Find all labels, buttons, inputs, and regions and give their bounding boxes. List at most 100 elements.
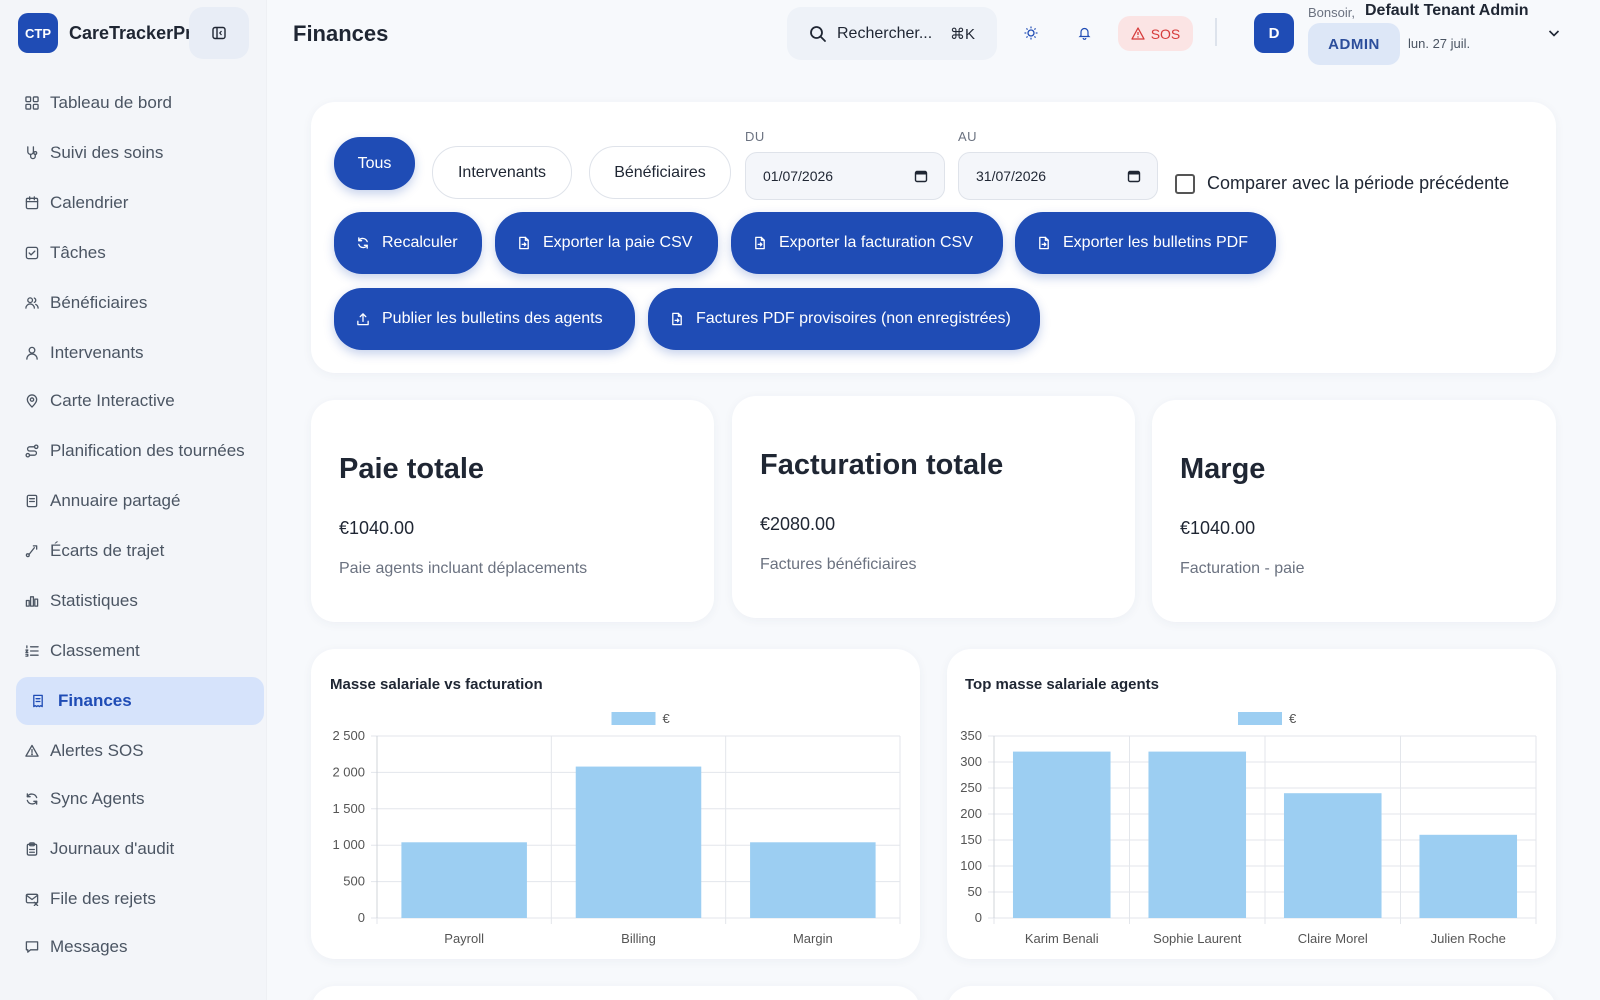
chart-card-payroll-billing: Masse salariale vs facturation €0 500 1 00… xyxy=(311,649,920,959)
sidebar-item-11[interactable]: Statistiques xyxy=(16,577,264,625)
sidebar-item-13[interactable]: Finances xyxy=(16,677,264,725)
sidebar-item-7[interactable]: Carte Interactive xyxy=(16,377,264,425)
y-tick-label: 500 xyxy=(343,874,365,889)
bar xyxy=(1012,751,1111,918)
sidebar-item-16[interactable]: Journaux d'audit xyxy=(16,825,264,873)
file-export-icon xyxy=(670,312,684,326)
sync-icon xyxy=(24,791,40,807)
alert-triangle-icon xyxy=(25,744,39,757)
grid-icon xyxy=(25,96,39,110)
kpi-subtitle: Paie agents incluant déplacements xyxy=(339,560,588,577)
kpi-title: Marge xyxy=(1180,453,1266,485)
sidebar-item-5[interactable]: Bénéficiaires xyxy=(16,279,264,327)
compare-checkbox[interactable] xyxy=(1175,173,1195,194)
list-ordered-icon xyxy=(25,645,39,657)
sidebar-item-label: Classement xyxy=(50,641,140,660)
sos-button[interactable]: SOS xyxy=(1118,16,1193,51)
legend-swatch xyxy=(611,712,656,725)
brand[interactable]: CTP CareTrackerPro xyxy=(18,13,191,53)
sidebar-item-15[interactable]: Sync Agents xyxy=(16,775,264,823)
kpi-value: €1040.00 xyxy=(339,518,415,538)
avatar[interactable]: D xyxy=(1254,13,1294,53)
tab-beneficiaires[interactable]: Bénéficiaires xyxy=(589,146,731,199)
sidebar-item-9[interactable]: Annuaire partagé xyxy=(16,477,264,525)
sidebar-toggle-icon xyxy=(212,26,226,40)
bar-chart-top-agents: €0 50 100 150 200 250 300 350 Karim Benali Sophie… xyxy=(960,711,1537,946)
checklist-icon xyxy=(24,245,40,261)
chart-title: Masse salariale vs facturation xyxy=(330,676,543,693)
legend-label: € xyxy=(663,711,671,726)
search-icon xyxy=(810,25,826,42)
search-input[interactable]: Rechercher... ⌘K xyxy=(787,7,997,60)
file-export-icon xyxy=(755,236,765,250)
message-icon xyxy=(25,941,39,953)
receipt-icon xyxy=(33,694,43,708)
bar xyxy=(575,766,702,918)
sos-label: SOS xyxy=(1150,25,1181,42)
tab-tous[interactable]: Tous xyxy=(334,137,415,190)
kpi-card-margin: Marge €1040.00 Facturation - paie xyxy=(1152,400,1556,622)
kpi-card-payroll: Paie totale €1040.00 Paie agents incluan… xyxy=(311,400,714,622)
compare-toggle[interactable]: Comparer avec la période précédente xyxy=(1175,173,1509,194)
sidebar-item-label: Carte Interactive xyxy=(50,391,175,410)
book-icon xyxy=(24,493,40,509)
sidebar-item-10[interactable]: Écarts de trajet xyxy=(16,527,264,575)
action-button-6[interactable]: Factures PDF provisoires (non enregistré… xyxy=(648,288,1040,350)
role-badge: ADMIN xyxy=(1308,23,1400,65)
sidebar-item-3[interactable]: Calendrier xyxy=(16,179,264,227)
sidebar-item-label: Tâches xyxy=(50,243,106,262)
sidebar-item-8[interactable]: Planification des tournées xyxy=(16,427,264,475)
y-tick-label: 50 xyxy=(968,884,982,899)
file-export-icon xyxy=(753,236,767,250)
sidebar-item-label: Finances xyxy=(58,691,132,710)
action-button-label: Exporter la facturation CSV xyxy=(779,234,973,251)
x-tick-label: Billing xyxy=(621,931,656,946)
action-button-2[interactable]: Exporter la paie CSV xyxy=(495,212,718,274)
y-tick-label: 2 500 xyxy=(332,728,365,743)
chart-title: Top masse salariale agents xyxy=(965,676,1159,693)
kpi-subtitle: Factures bénéficiaires xyxy=(760,556,917,573)
users-icon xyxy=(25,297,39,309)
y-tick-label: 100 xyxy=(960,858,982,873)
sidebar-item-label: Statistiques xyxy=(50,591,138,610)
date-to-input[interactable]: 31/07/2026 xyxy=(958,152,1158,200)
notifications-button[interactable] xyxy=(1073,22,1095,44)
calendar-icon xyxy=(24,195,40,211)
action-button-3[interactable]: Exporter la facturation CSV xyxy=(731,212,1003,274)
sidebar-item-12[interactable]: Classement xyxy=(16,627,264,675)
kpi-title: Facturation totale xyxy=(760,449,1004,481)
search-shortcut: ⌘K xyxy=(949,25,975,43)
upload-icon xyxy=(356,312,370,326)
refresh-icon xyxy=(356,236,370,250)
date-from-input[interactable]: 01/07/2026 xyxy=(745,152,945,200)
search-placeholder: Rechercher... xyxy=(837,24,933,42)
sidebar-item-14[interactable]: Alertes SOS xyxy=(16,727,264,775)
tab-intervenants[interactable]: Intervenants xyxy=(432,146,572,199)
action-button-5[interactable]: Publier les bulletins des agents xyxy=(334,288,635,350)
sidebar-item-label: Planification des tournées xyxy=(50,441,245,460)
sidebar-item-6[interactable]: Intervenants xyxy=(16,329,264,377)
bell-icon xyxy=(1078,27,1090,40)
sidebar-toggle-button[interactable] xyxy=(189,7,249,59)
sidebar-item-1[interactable]: Tableau de bord xyxy=(16,79,264,127)
mail-x-icon xyxy=(24,891,40,907)
sidebar-item-18[interactable]: Messages xyxy=(16,923,264,971)
sidebar-item-label: Calendrier xyxy=(50,193,129,212)
sidebar-item-label: Bénéficiaires xyxy=(50,293,148,312)
sidebar-item-label: Intervenants xyxy=(50,343,144,362)
user-menu-button[interactable] xyxy=(1546,25,1562,41)
sidebar-item-17[interactable]: File des rejets xyxy=(16,875,264,923)
y-tick-label: 150 xyxy=(960,832,982,847)
y-tick-label: 1 000 xyxy=(332,837,365,852)
action-button-4[interactable]: Exporter les bulletins PDF xyxy=(1015,212,1276,274)
action-button-1[interactable]: Recalculer xyxy=(334,212,482,274)
chart-card-partial xyxy=(311,986,920,1000)
y-tick-label: 200 xyxy=(960,806,982,821)
stethoscope-icon xyxy=(24,145,40,161)
action-button-label: Exporter les bulletins PDF xyxy=(1063,234,1248,251)
sidebar-item-2[interactable]: Suivi des soins xyxy=(16,129,264,177)
theme-toggle-button[interactable] xyxy=(1020,22,1042,44)
mail-x-icon xyxy=(25,893,39,906)
user-name: Default Tenant Admin xyxy=(1365,2,1529,19)
sidebar-item-4[interactable]: Tâches xyxy=(16,229,264,277)
